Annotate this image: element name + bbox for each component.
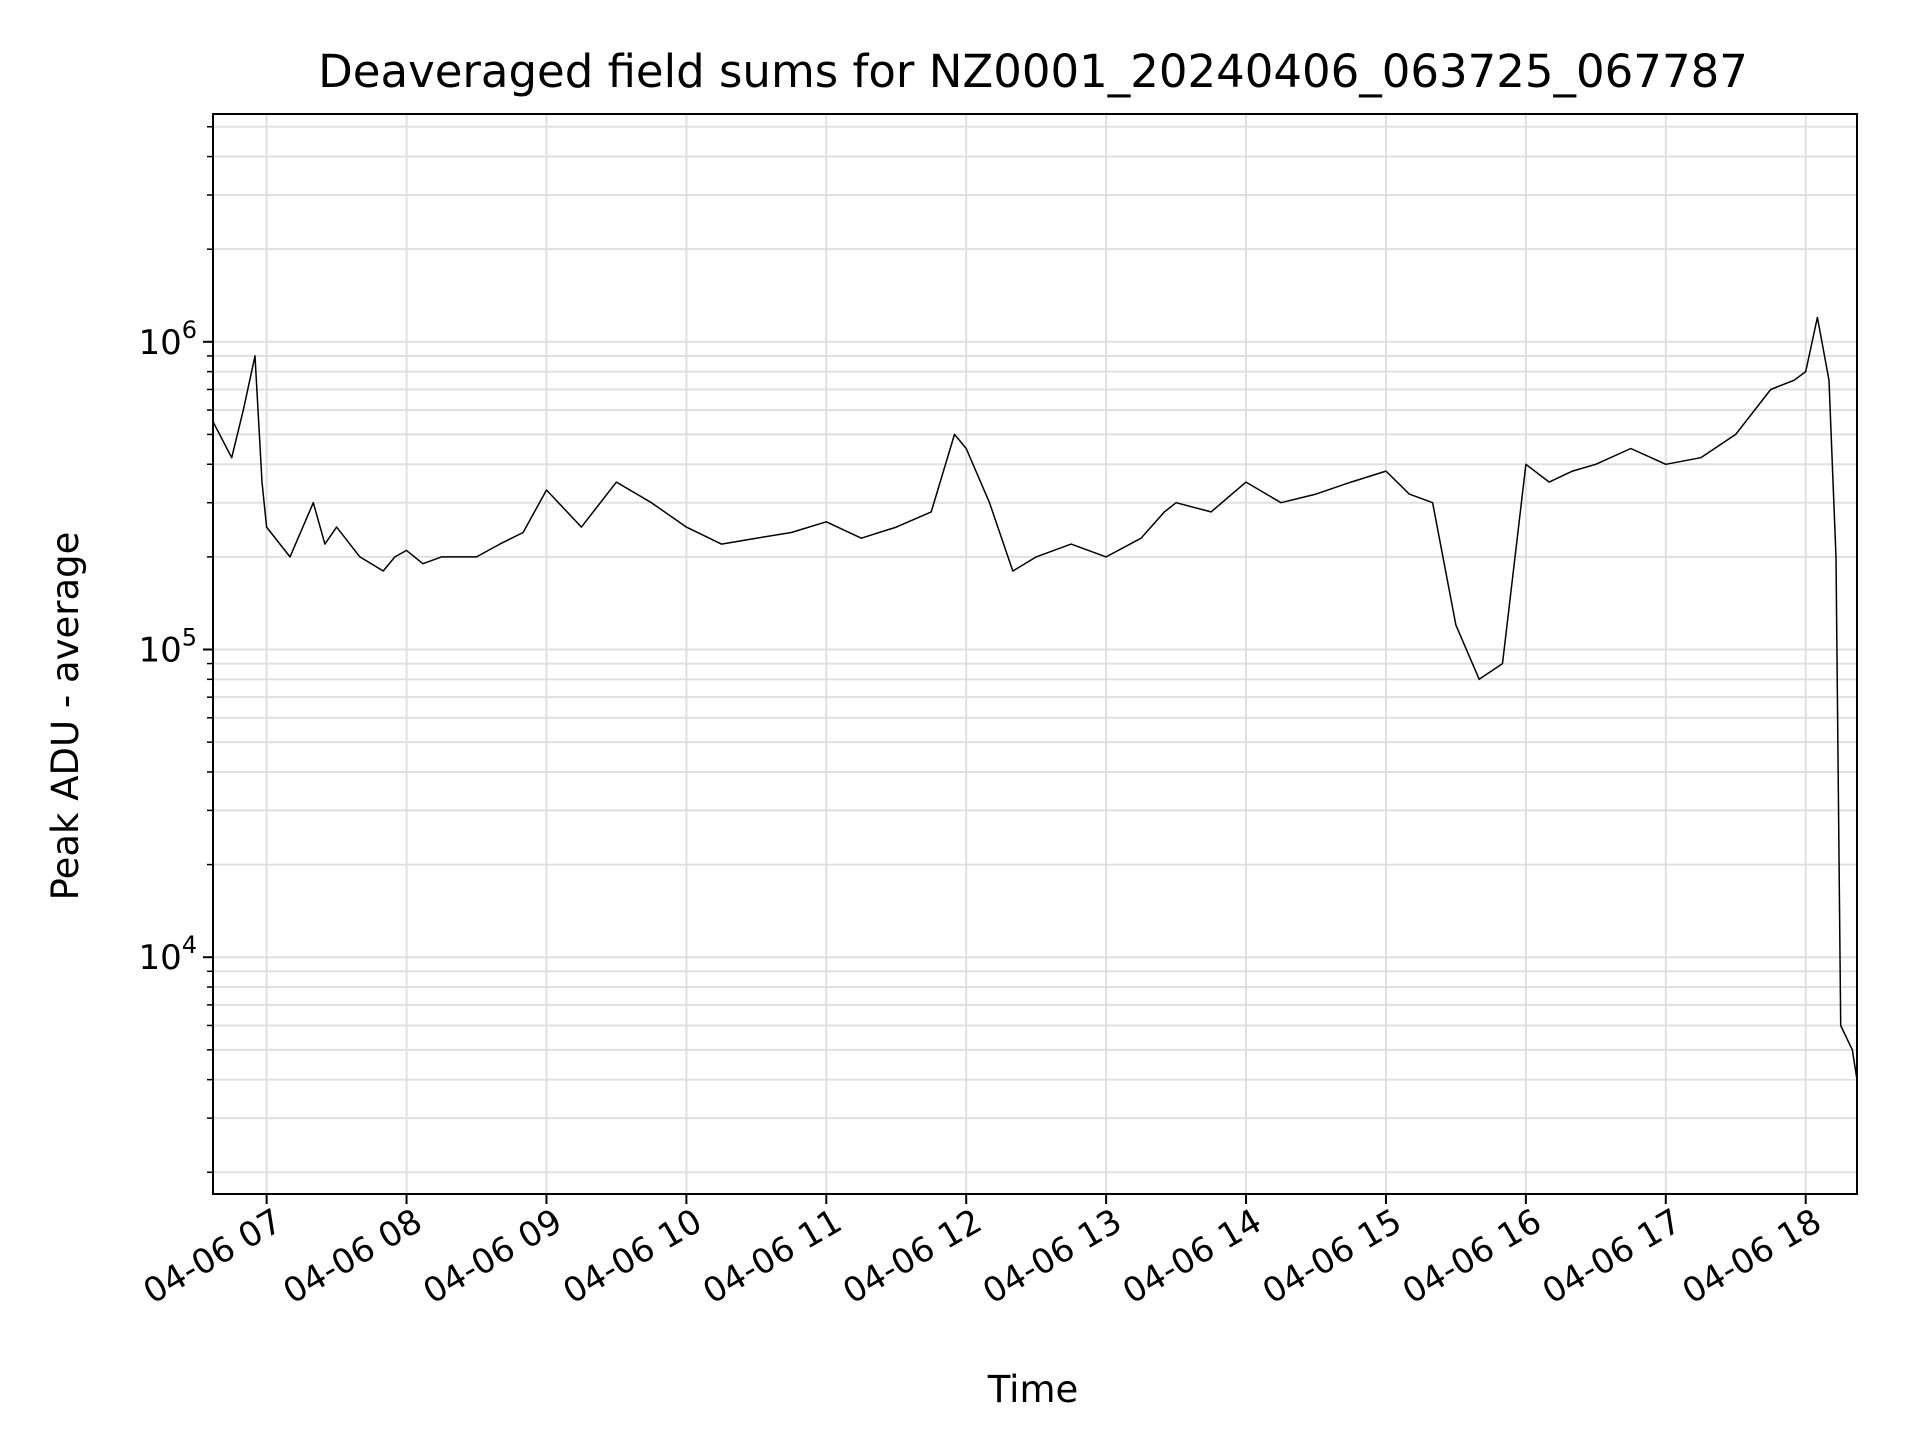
y-tick-exponent: 5	[182, 624, 197, 652]
x-axis-label: Time	[987, 1368, 1079, 1411]
chart-title: Deaveraged field sums for NZ0001_2024040…	[318, 45, 1748, 98]
y-tick-label: 106	[138, 316, 197, 363]
grid	[213, 114, 1857, 1194]
plot-frame	[212, 113, 1858, 1195]
y-tick-base: 10	[138, 323, 181, 363]
data-series-line	[212, 316, 1858, 1080]
y-tick-base: 10	[138, 938, 181, 978]
data-line-layer	[212, 316, 1858, 1080]
y-axis-label: Peak ADU - average	[44, 532, 87, 901]
y-tick-exponent: 6	[182, 316, 197, 344]
y-tick-label: 104	[138, 931, 197, 978]
y-tick-label: 105	[138, 624, 197, 671]
y-tick-exponent: 4	[182, 931, 197, 959]
y-tick-base: 10	[138, 631, 181, 671]
